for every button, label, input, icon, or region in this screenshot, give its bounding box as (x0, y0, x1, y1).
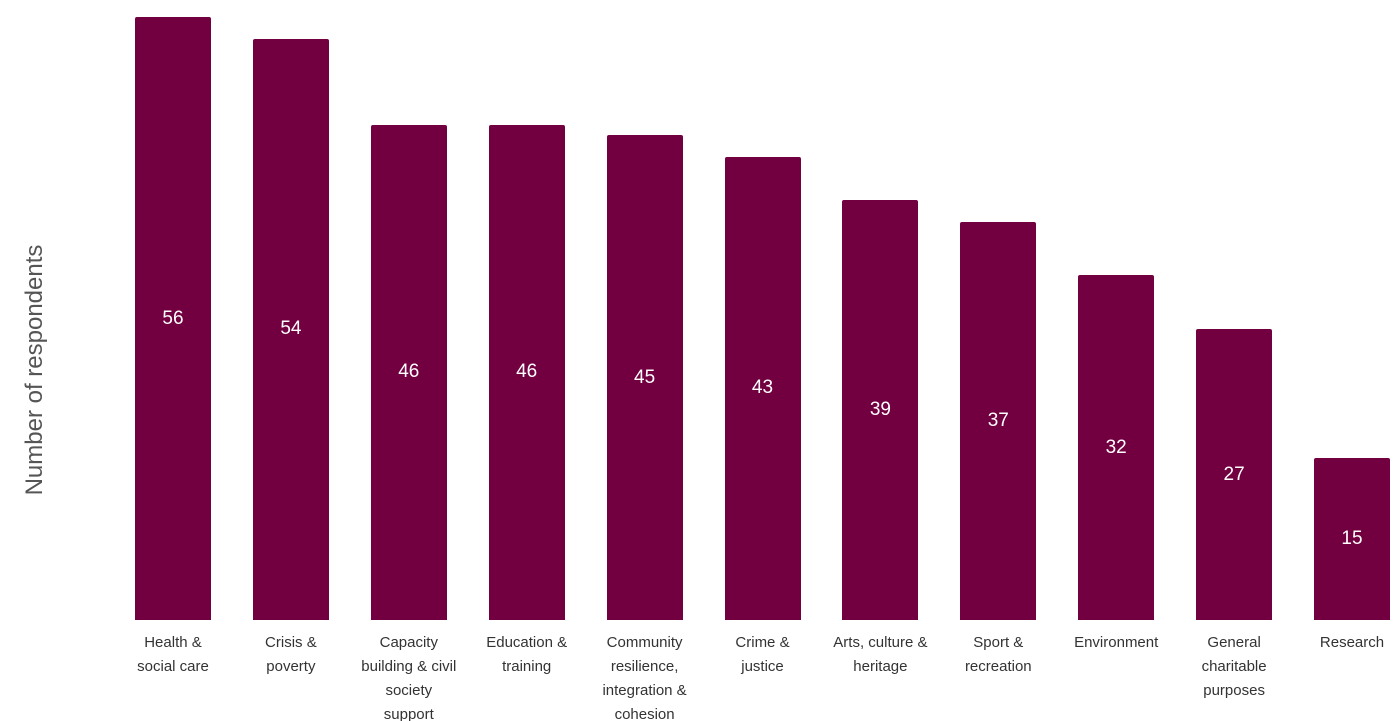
x-tick-label: Health & social care (137, 634, 209, 675)
bar (488, 124, 565, 620)
bar (1314, 458, 1390, 620)
bar (842, 200, 919, 620)
bar (252, 38, 329, 620)
bar (724, 156, 801, 620)
bar (960, 221, 1037, 620)
x-tick-label: Arts, culture & heritage (833, 634, 928, 675)
x-tick-label: General charitable purposes (1201, 634, 1267, 699)
value-label: 15 (1341, 528, 1363, 550)
value-label: 39 (869, 399, 891, 421)
value-label: 32 (1105, 436, 1127, 458)
value-label: 46 (398, 361, 420, 383)
x-tick-label: Sport & recreation (964, 634, 1032, 675)
x-tick-label: Capacity building & civil society suppor… (361, 634, 457, 721)
x-tick-label: Crisis & poverty (265, 634, 317, 675)
y-axis-title: Number of respondents (21, 244, 48, 496)
value-label: 37 (987, 409, 1009, 431)
value-label: 27 (1223, 463, 1245, 485)
bar (370, 124, 447, 620)
x-tick-label: Community resilience, integration & cohe… (602, 634, 687, 721)
bar (1196, 329, 1273, 620)
value-label: 54 (280, 318, 302, 340)
x-tick-label: Environment (1074, 634, 1159, 651)
x-tick-label: Crime & justice (735, 634, 790, 675)
bar (135, 17, 211, 620)
value-label: 45 (634, 366, 656, 388)
bar (606, 135, 683, 620)
x-tick-label: Education & training (486, 634, 568, 675)
value-label: 46 (516, 361, 538, 383)
x-tick-label: Research (1319, 634, 1385, 651)
value-label: 56 (162, 307, 184, 329)
bar (1078, 275, 1155, 620)
value-label: 43 (751, 377, 774, 399)
